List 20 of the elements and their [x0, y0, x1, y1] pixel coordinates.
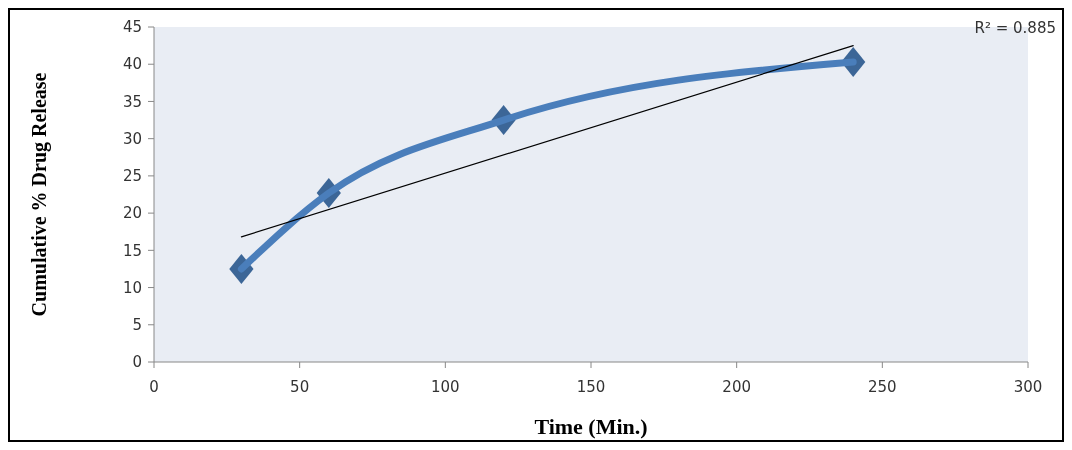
x-tick-label: 0	[149, 378, 159, 396]
x-tick-label: 100	[431, 378, 460, 396]
y-tick-label: 15	[122, 241, 142, 260]
y-tick-label: 40	[122, 55, 142, 74]
x-axis-title: Time (Min.)	[534, 414, 648, 439]
x-tick-label: 50	[290, 378, 310, 396]
x-tick-label: 150	[576, 378, 606, 396]
y-tick-label: 25	[122, 167, 142, 186]
y-tick-label: 35	[122, 92, 142, 111]
y-axis-title: Cumulative % Drug Release	[28, 72, 51, 317]
y-tick-label: 0	[132, 353, 142, 372]
x-tick-label: 200	[722, 378, 751, 396]
y-tick-label: 20	[122, 204, 142, 223]
x-tick-label: 250	[868, 378, 897, 396]
y-tick-label: 30	[122, 129, 142, 148]
y-tick-label: 10	[122, 278, 142, 297]
y-tick-label: 5	[132, 316, 142, 335]
x-tick-label: 300	[1013, 378, 1043, 396]
annotation: R² = 0.885	[974, 19, 1056, 37]
y-tick-label: 45	[122, 18, 142, 37]
